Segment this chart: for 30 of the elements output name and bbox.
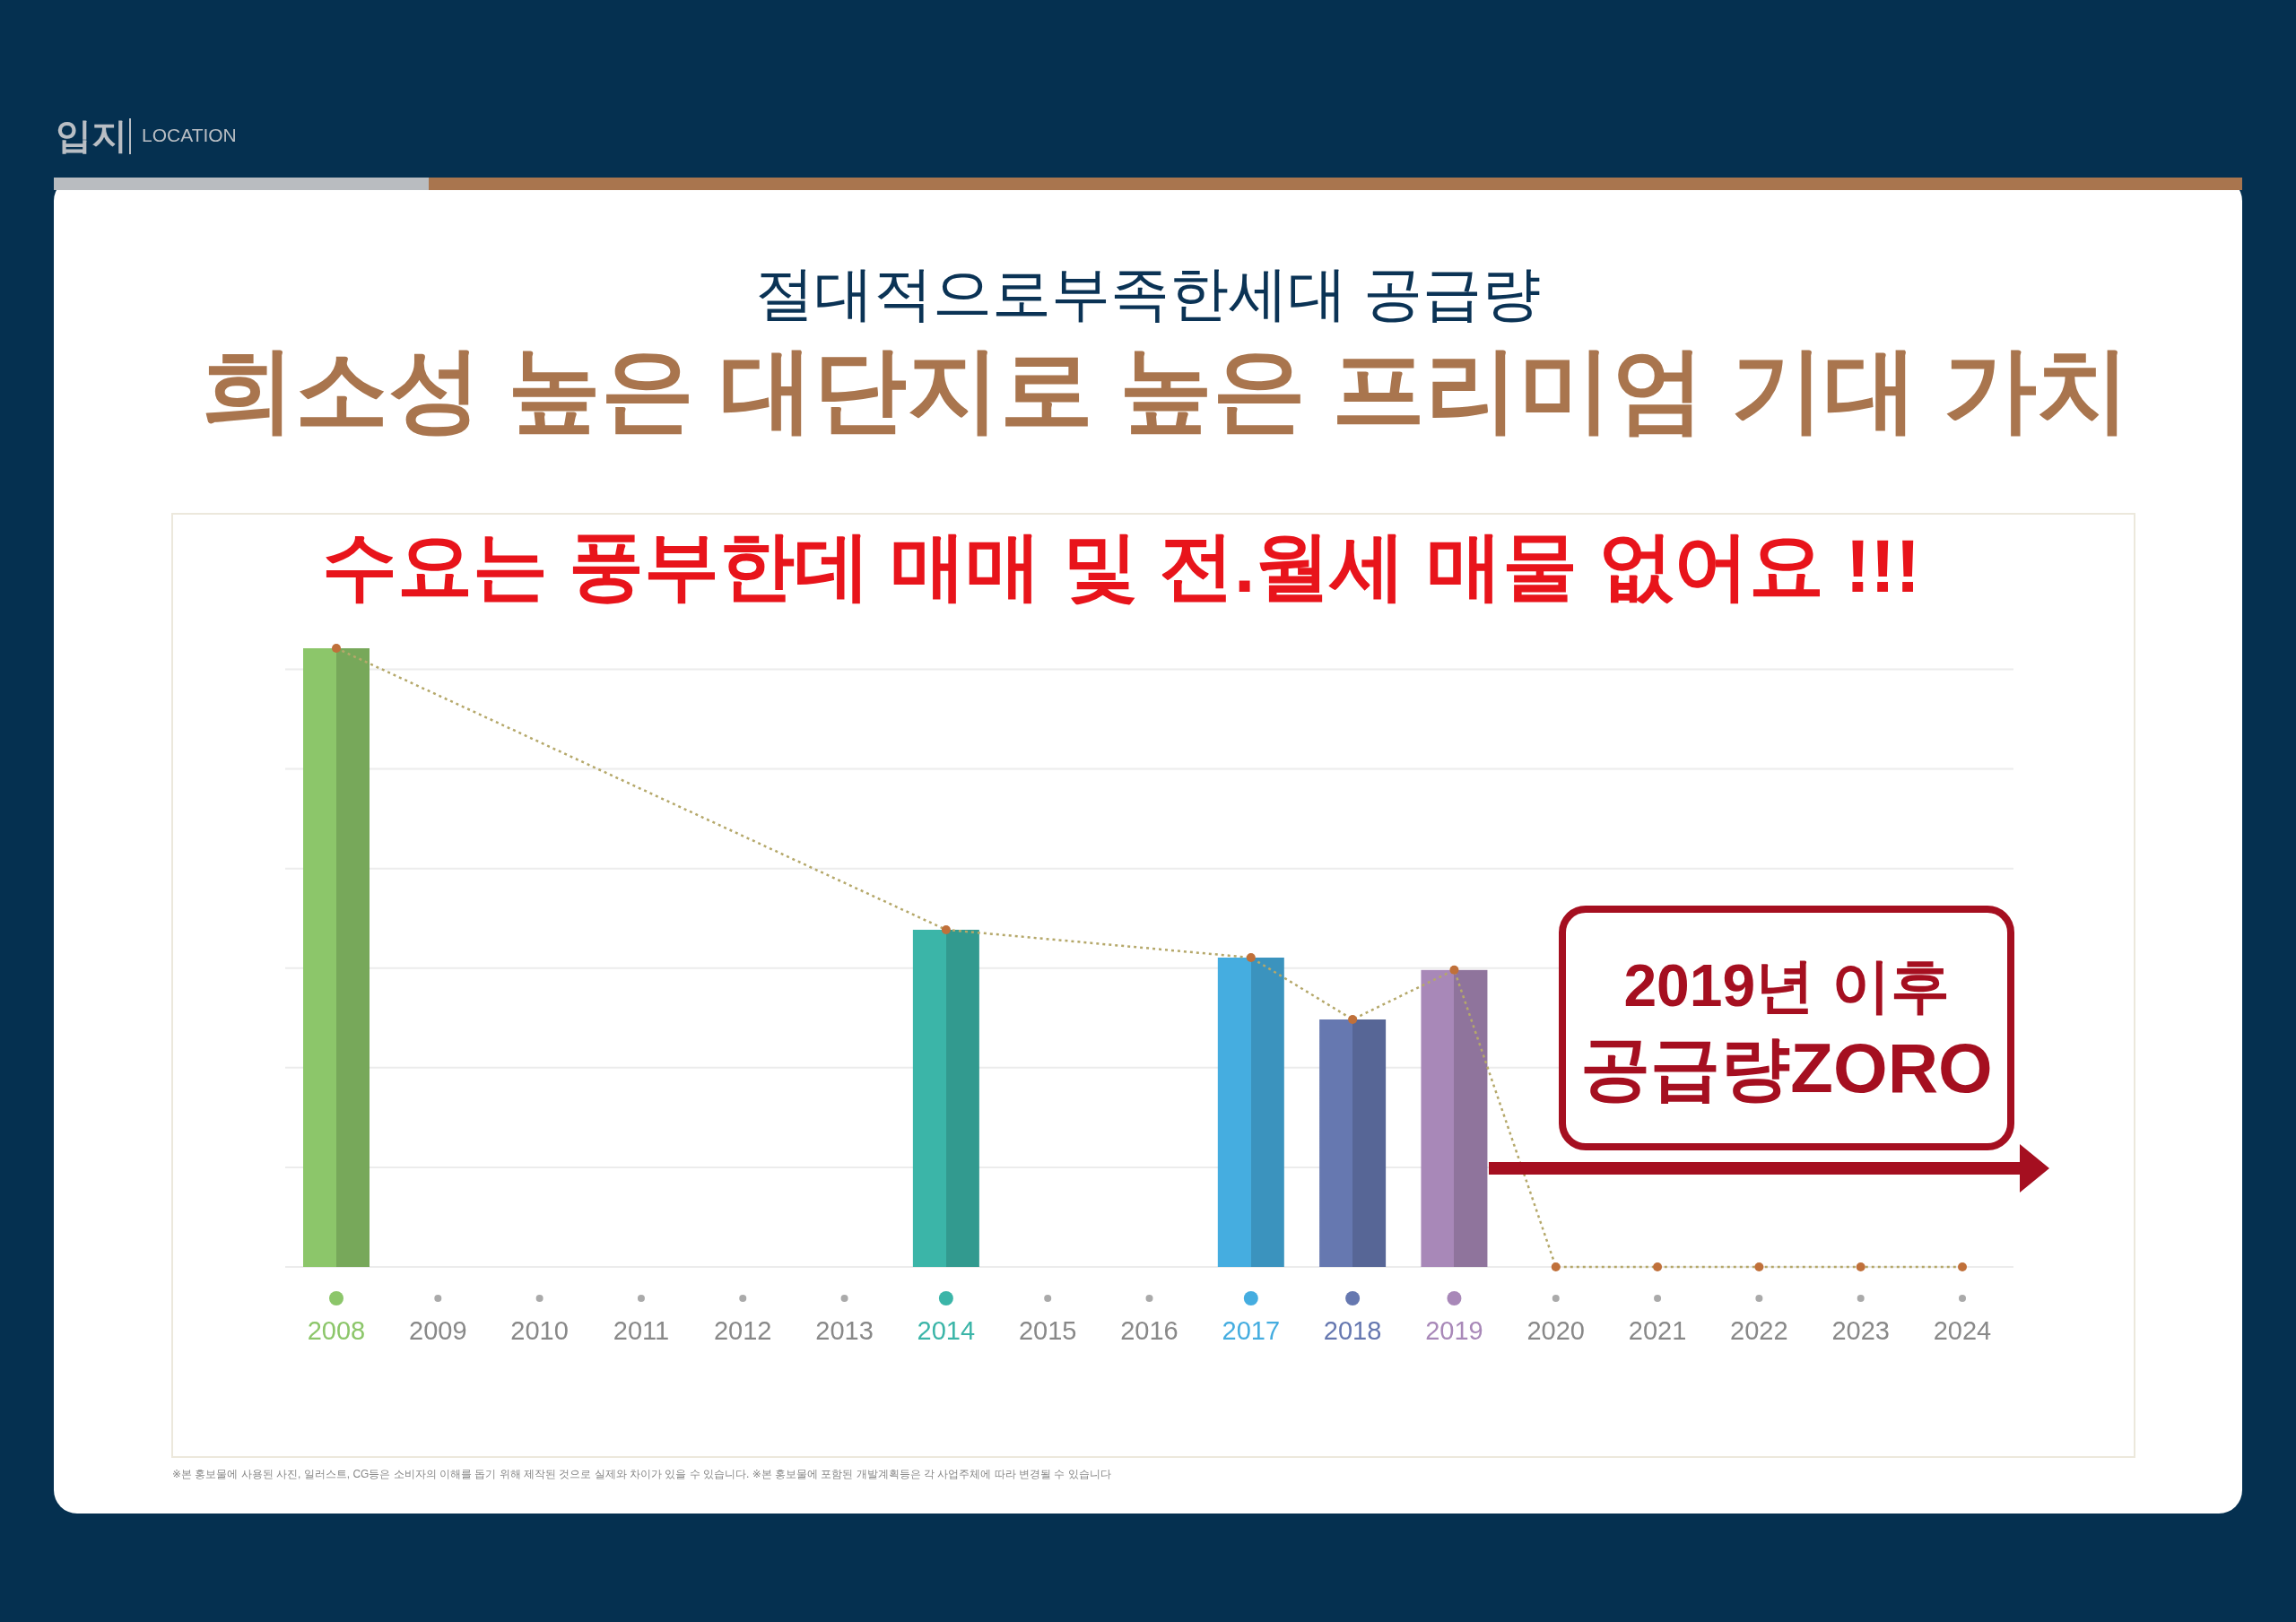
x-tick-label: 2023 [1831,1316,1890,1345]
x-tick-label: 2019 [1425,1316,1483,1345]
x-tick-label: 2015 [1018,1316,1077,1345]
chart-title: 절대적으로부족한세대 공급량 [754,260,1542,326]
text: ※본 홍보물에 사용된 사진, 일러스트, CG등은 소비자의 이해를 돕기 위해 제작된 것으로 실제와 차이가 있을 수 있습니다. ※본 홍보물에 포함된 개발계획등은 각 사업주체에 따라 변경될 수 있습니다 [172,1468,1111,1480]
text: LOCATION [142,125,237,145]
x-tick-label: 2014 [917,1316,976,1345]
x-tick-label: 2011 [613,1316,670,1345]
bar [1217,958,1284,1267]
x-tick-label: 2013 [815,1316,874,1345]
x-tick-label: 2016 [1120,1316,1178,1345]
x-tick-label: 2008 [307,1316,366,1345]
bar [912,929,979,1267]
bar [1421,969,1488,1267]
bar [1319,1019,1387,1267]
x-tick-label: 2020 [1526,1316,1586,1345]
annotation: 공급량ZORO [1580,1028,1993,1107]
x-tick-label: 2010 [510,1316,569,1345]
text: 입지 [56,116,127,155]
annotation: 2019년 이후 [1623,952,1950,1019]
text: 수요는 풍부한데 매매 및 전.월세 매물 없어요 !!! [321,524,1921,608]
x-tick-label: 2021 [1628,1316,1687,1345]
x-tick-label: 2017 [1222,1316,1281,1345]
x-tick-label: 2012 [713,1316,772,1345]
x-tick-label: 2018 [1323,1316,1382,1345]
x-tick-label: 2009 [409,1316,467,1345]
chart-subtitle: 희소성 높은 대단지로 높은 프리미엄 기대 가치 [202,337,2130,441]
x-tick-label: 2022 [1730,1316,1788,1345]
x-tick-label: 2024 [1933,1316,1992,1345]
bar [303,648,370,1267]
